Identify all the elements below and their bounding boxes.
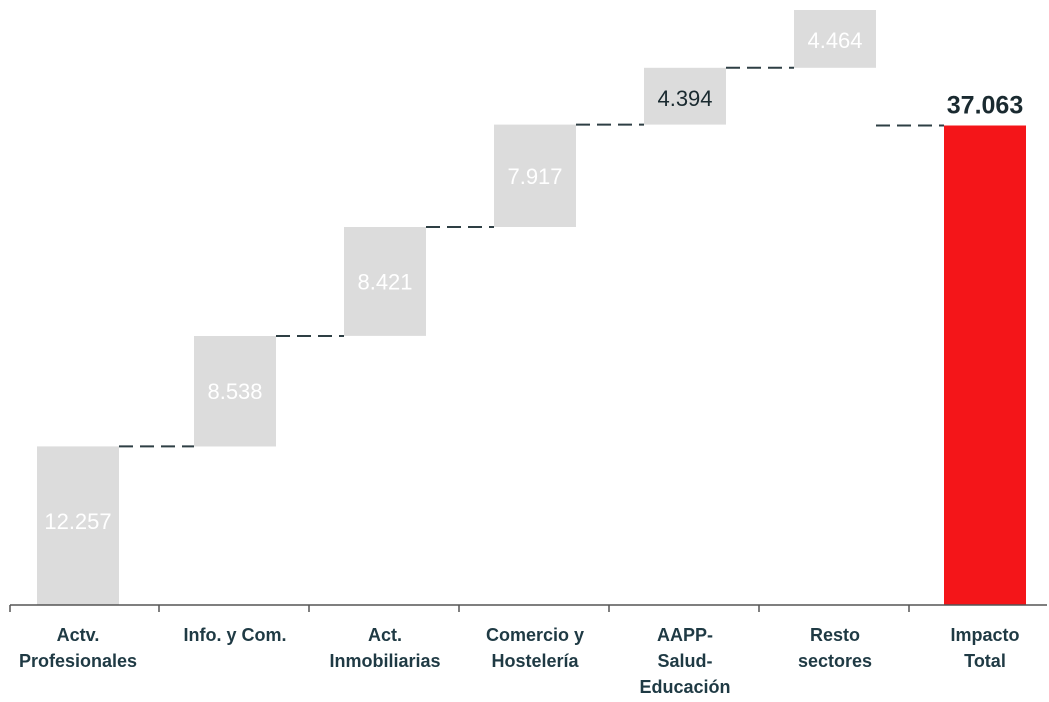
bar-value-label: 7.917 (507, 164, 562, 189)
category-tick-label: Comercio y Hostelería (486, 625, 584, 671)
bars-group (37, 10, 1026, 605)
category-tick-label: Actv. Profesionales (19, 625, 137, 671)
category-tick-label: Info. y Com. (184, 625, 287, 645)
step-bar (644, 67, 726, 125)
bar-value-label: 8.538 (207, 379, 262, 404)
step-bar (194, 336, 276, 447)
category-tick-label: AAPP-Salud-Educación (639, 625, 730, 697)
bar-value-label: 4.394 (657, 86, 712, 111)
bar-value-label: 8.421 (357, 270, 412, 295)
total-value-label: 37.063 (947, 92, 1023, 120)
step-bar (344, 227, 426, 336)
category-tick-label: Resto sectores (798, 625, 872, 671)
total-bar (944, 125, 1026, 605)
value-labels-group: 12.257 8.538 8.421 7.917 4.394 4.464 37.063 (44, 28, 1023, 534)
category-labels-group: Actv. Profesionales Info. y Com. Act. Inmobi… (19, 625, 1020, 697)
connectors-group (119, 66, 944, 448)
step-bar (37, 446, 119, 605)
step-bar (794, 10, 876, 68)
step-bar (494, 124, 576, 227)
bar-value-label: 12.257 (44, 509, 111, 534)
category-tick-label: Impacto Total (950, 625, 1019, 671)
x-axis (9, 604, 1047, 612)
category-tick-label: Act. Inmobiliarias (329, 625, 440, 671)
bar-value-label: 4.464 (807, 28, 862, 53)
